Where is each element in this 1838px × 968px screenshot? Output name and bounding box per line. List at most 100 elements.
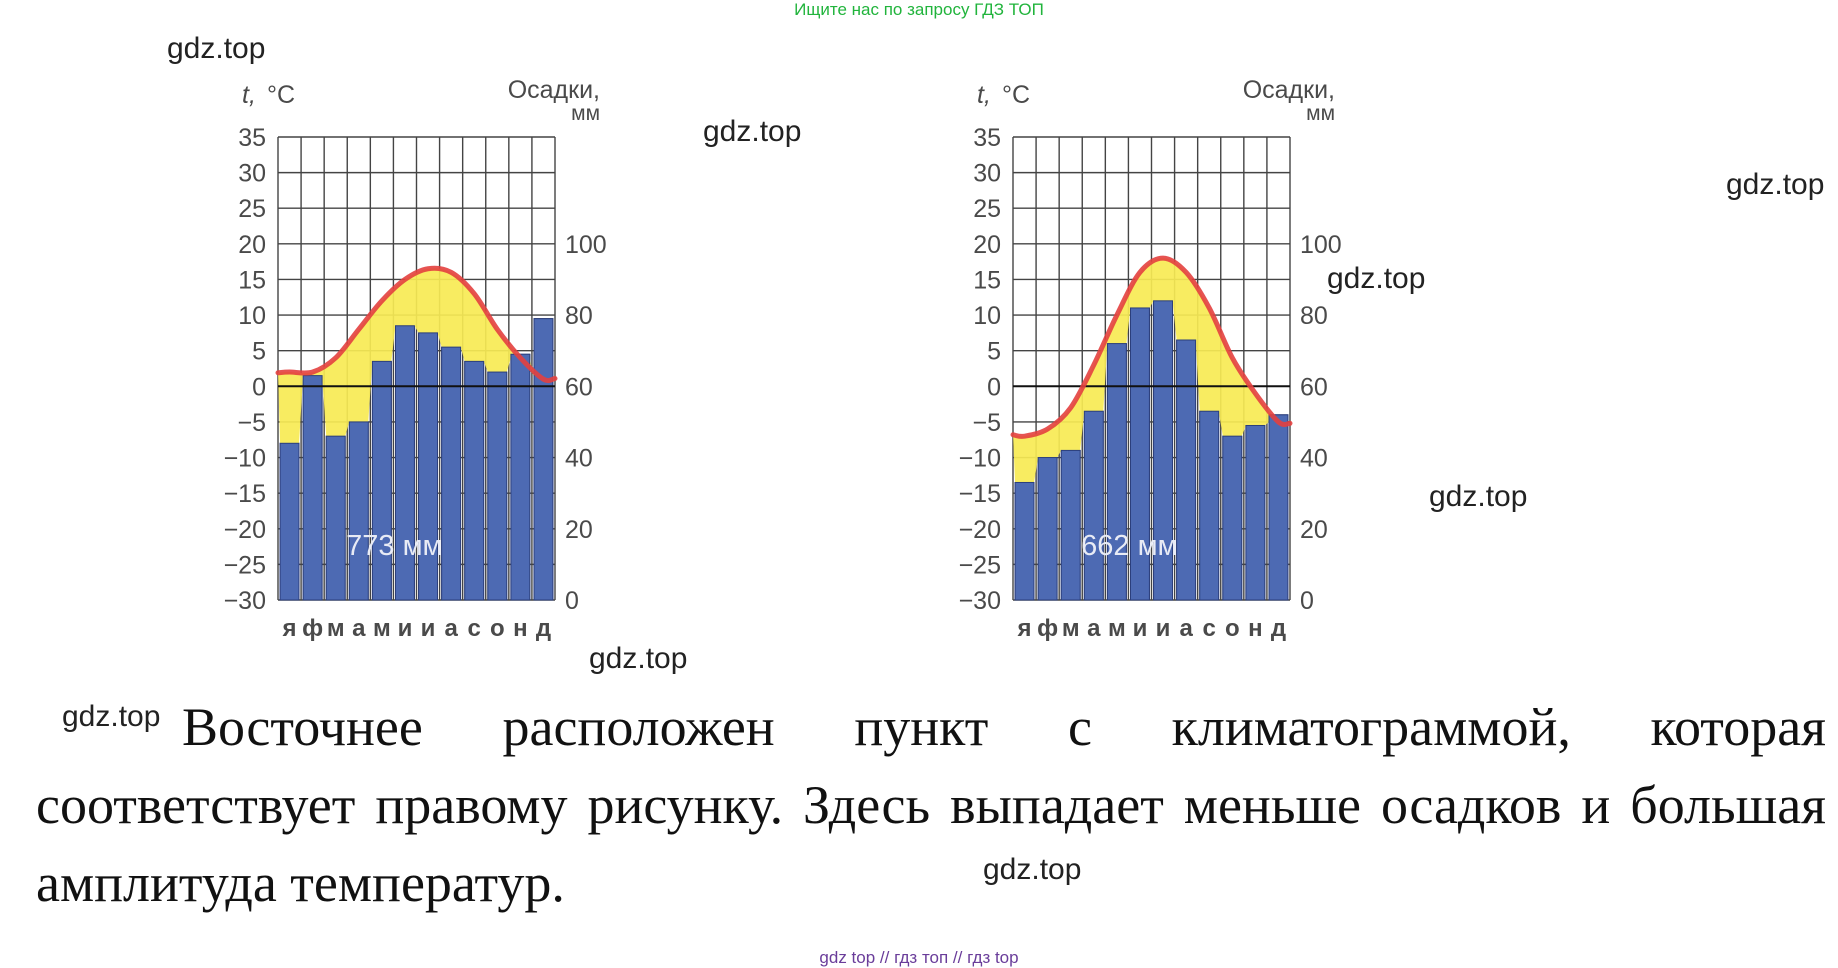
search-hint: Ищите нас по запросу ГДЗ ТОП xyxy=(794,0,1044,19)
precip-bar xyxy=(371,360,392,601)
watermark: gdz.top xyxy=(62,700,161,733)
month-label: и xyxy=(1133,615,1148,642)
footer-links: gdz top // гдз топ // гдз top xyxy=(819,948,1019,967)
temp-tick-label: −30 xyxy=(959,587,1001,615)
temp-tick-label: 0 xyxy=(252,373,266,401)
total-precip-label: 662 мм xyxy=(1081,530,1177,562)
month-label: а xyxy=(1179,615,1193,642)
watermark: gdz.top xyxy=(167,32,266,65)
temperature-curve xyxy=(275,265,558,384)
temp-tick-label: 15 xyxy=(238,266,266,294)
temp-tick-label: 5 xyxy=(252,338,266,366)
month-label: н xyxy=(513,615,528,642)
month-label: с xyxy=(1203,615,1216,642)
precip-bar xyxy=(1245,424,1266,601)
precip-tick-label: 20 xyxy=(1300,516,1328,544)
month-label: м xyxy=(373,615,391,642)
temp-tick-label: −15 xyxy=(959,480,1001,508)
precip-bar xyxy=(418,332,439,601)
month-label: ф xyxy=(302,615,323,642)
month-label: и xyxy=(421,615,436,642)
month-label: и xyxy=(398,615,413,642)
precip-tick-label: 100 xyxy=(565,231,607,259)
precip-tick-label: 0 xyxy=(1300,587,1314,615)
temp-axis-title: t, xyxy=(242,81,256,109)
temp-tick-label: 35 xyxy=(973,124,1001,152)
precip-bar xyxy=(325,435,346,601)
precip-bar xyxy=(533,318,554,601)
precip-tick-label: 40 xyxy=(565,445,593,473)
precip-bar xyxy=(1153,300,1174,601)
month-label: д xyxy=(1271,615,1286,642)
temp-tick-label: 10 xyxy=(238,302,266,330)
precip-axis-title: Осадки, xyxy=(508,76,600,104)
temp-tick-label: 30 xyxy=(238,160,266,188)
temp-tick-label: −10 xyxy=(224,445,266,473)
month-label: м xyxy=(1062,615,1080,642)
precip-bar xyxy=(1268,414,1289,601)
precip-tick-label: 60 xyxy=(1300,373,1328,401)
temp-tick-label: 35 xyxy=(238,124,266,152)
month-label: с xyxy=(468,615,481,642)
precip-tick-label: 0 xyxy=(565,587,579,615)
answer-text: Восточнее расположен пункт с климатограм… xyxy=(36,697,1826,913)
precip-bar xyxy=(1199,410,1220,601)
month-label: а xyxy=(1087,615,1101,642)
temp-axis-unit: °С xyxy=(1002,81,1030,109)
precip-bar xyxy=(510,353,531,601)
precip-axis-title: Осадки, xyxy=(1243,76,1335,104)
precip-tick-label: 20 xyxy=(565,516,593,544)
temp-tick-label: 10 xyxy=(973,302,1001,330)
watermark: gdz.top xyxy=(1726,168,1825,201)
precip-bar xyxy=(1176,339,1197,601)
precip-bar xyxy=(302,375,323,601)
month-label: я xyxy=(1017,615,1032,642)
month-label: о xyxy=(1225,615,1240,642)
precip-bar xyxy=(1106,343,1127,601)
precip-axis-unit: мм xyxy=(571,102,600,125)
temp-axis-unit: °С xyxy=(267,81,295,109)
temp-tick-label: 30 xyxy=(973,160,1001,188)
temp-tick-label: 5 xyxy=(987,338,1001,366)
month-label: а xyxy=(352,615,366,642)
precip-tick-label: 60 xyxy=(565,373,593,401)
temp-tick-label: −20 xyxy=(959,516,1001,544)
month-label: д xyxy=(536,615,551,642)
precip-bar xyxy=(1083,410,1104,601)
temp-tick-label: 25 xyxy=(238,195,266,223)
temp-tick-label: −15 xyxy=(224,480,266,508)
temperature-curve xyxy=(1010,255,1293,439)
month-label: ф xyxy=(1037,615,1058,642)
temp-tick-label: −30 xyxy=(224,587,266,615)
total-precip-label: 773 мм xyxy=(346,530,442,562)
temp-tick-label: −10 xyxy=(959,445,1001,473)
temp-tick-label: 25 xyxy=(973,195,1001,223)
month-label: и xyxy=(1156,615,1171,642)
month-label: а xyxy=(444,615,458,642)
precip-bar xyxy=(279,442,300,601)
month-label: н xyxy=(1248,615,1263,642)
month-label: о xyxy=(490,615,505,642)
precip-tick-label: 80 xyxy=(565,302,593,330)
temp-axis-title: t, xyxy=(977,81,991,109)
precip-bar xyxy=(348,421,369,601)
watermark: gdz.top xyxy=(589,642,688,675)
month-label: я xyxy=(282,615,297,642)
temp-tick-label: −5 xyxy=(972,409,1001,437)
temp-tick-label: −20 xyxy=(224,516,266,544)
temp-tick-label: 0 xyxy=(987,373,1001,401)
temp-tick-label: −25 xyxy=(959,551,1001,579)
precip-tick-label: 100 xyxy=(1300,231,1342,259)
month-label: м xyxy=(1108,615,1126,642)
precip-tick-label: 40 xyxy=(1300,445,1328,473)
watermark: gdz.top xyxy=(1327,262,1426,295)
precip-bar xyxy=(1014,481,1035,601)
watermark: gdz.top xyxy=(1429,480,1528,513)
precip-bar xyxy=(1060,449,1081,601)
grid xyxy=(1012,136,1291,601)
precip-tick-label: 80 xyxy=(1300,302,1328,330)
precip-bar xyxy=(1037,457,1058,601)
month-label: м xyxy=(327,615,345,642)
precip-bar xyxy=(1129,307,1150,601)
temp-tick-label: 20 xyxy=(973,231,1001,259)
